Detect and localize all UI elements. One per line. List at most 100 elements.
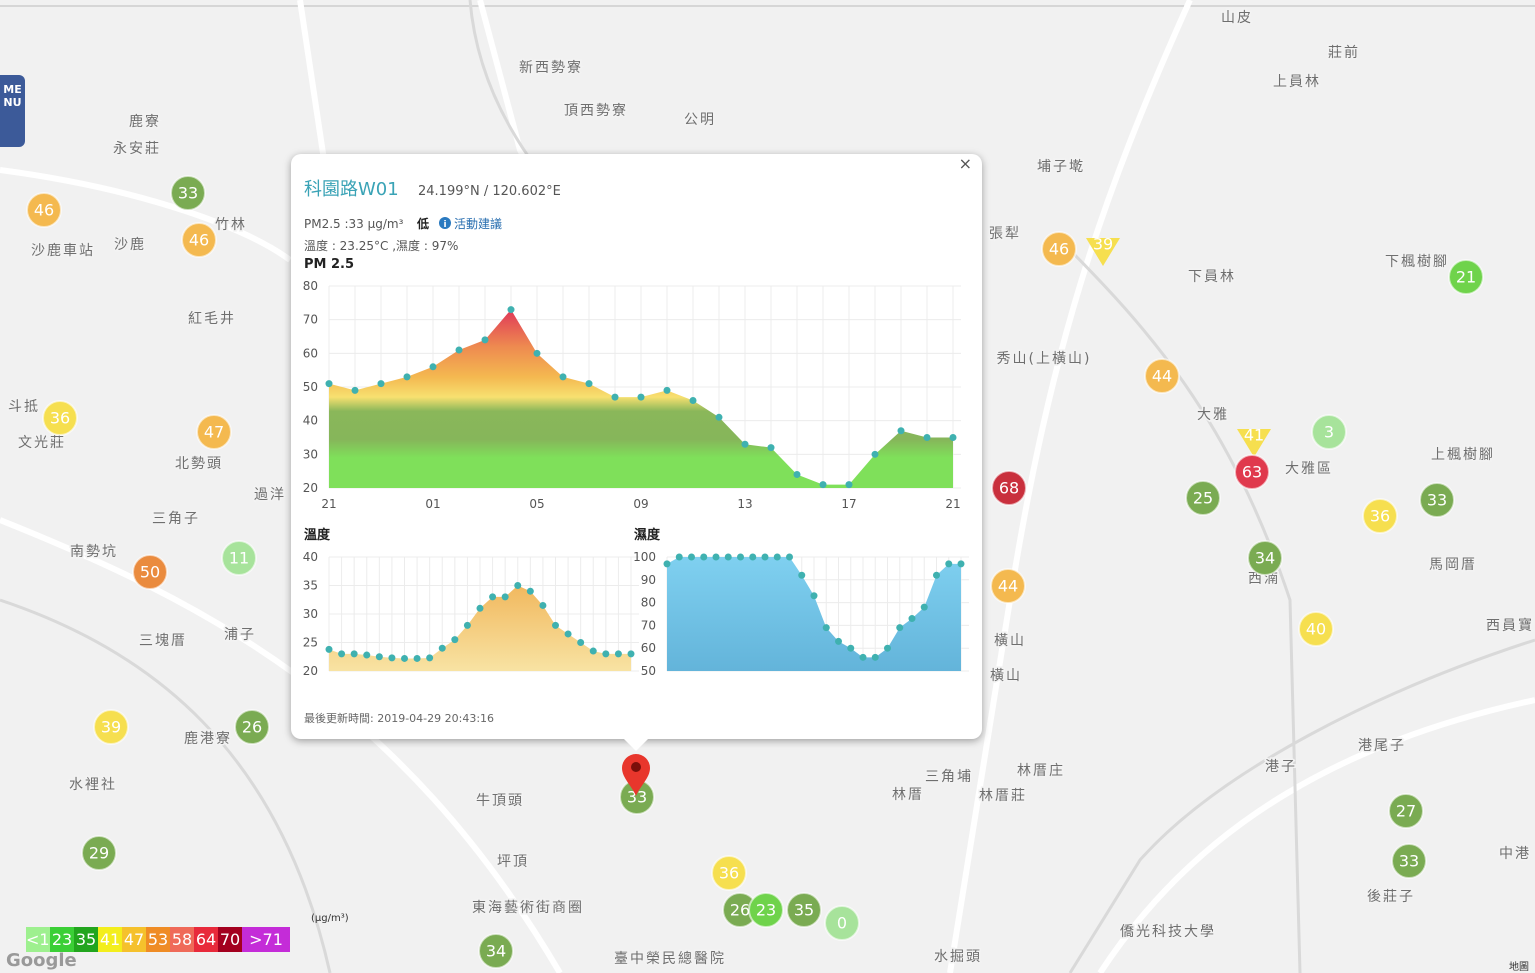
pm-level: 低 [416, 216, 429, 231]
station-marker[interactable]: 40 [1298, 611, 1334, 647]
marker-circle [196, 414, 232, 450]
place-label: 鹿寮 [129, 113, 161, 130]
data-point [741, 440, 749, 448]
station-marker[interactable]: 36 [42, 400, 78, 436]
place-label: 上員林 [1273, 74, 1321, 90]
place-label: 橫山 [994, 633, 1026, 649]
station-marker[interactable]: 46 [1041, 231, 1077, 267]
marker-circle [1234, 454, 1270, 490]
y-tick-label: 35 [303, 579, 318, 593]
place-label: 下楓樹腳 [1385, 254, 1449, 270]
place-label: 三角子 [152, 511, 200, 527]
marker-value: 21 [1456, 268, 1476, 287]
marker-value: 68 [999, 479, 1019, 498]
station-marker[interactable]: 39 [93, 709, 129, 745]
place-label: 北勢頭 [175, 456, 223, 472]
station-marker[interactable]: 63 [1234, 454, 1270, 490]
data-point [810, 592, 818, 600]
data-point [611, 393, 619, 401]
marker-value: 47 [204, 423, 224, 442]
marker-value: 36 [719, 864, 739, 883]
place-label: 紅毛井 [188, 311, 236, 327]
station-marker[interactable]: 46 [181, 222, 217, 258]
place-label: 東海藝術街商圈 [472, 900, 584, 916]
station-marker[interactable]: 44 [990, 568, 1026, 604]
station-marker[interactable]: 34 [1247, 540, 1283, 576]
y-tick-label: 70 [641, 618, 656, 632]
station-marker[interactable]: 46 [26, 192, 62, 228]
y-tick-label: 60 [303, 346, 318, 360]
station-marker[interactable]: 3 [1311, 414, 1347, 450]
station-marker[interactable]: 0 [824, 905, 860, 941]
data-point [637, 393, 645, 401]
close-button[interactable]: × [959, 154, 972, 173]
marker-value: 33 [627, 788, 647, 807]
place-label: 港子 [1265, 759, 1297, 775]
station-marker[interactable]: 36 [1362, 498, 1398, 534]
station-marker[interactable]: 36 [711, 855, 747, 891]
x-tick-label: 13 [737, 497, 752, 511]
station-marker[interactable]: 33 [1391, 843, 1427, 879]
marker-value: 33 [1427, 491, 1447, 510]
place-label: 僑光科技大學 [1120, 924, 1216, 940]
marker-value: 46 [189, 231, 209, 250]
station-marker[interactable]: 26 [234, 709, 270, 745]
place-label: 港尾子 [1358, 738, 1406, 754]
y-tick-label: 70 [303, 313, 318, 327]
data-point [675, 553, 683, 561]
station-marker[interactable]: 11 [221, 540, 257, 576]
marker-circle [1362, 498, 1398, 534]
marker-circle [234, 709, 270, 745]
data-point [896, 624, 904, 632]
place-label: 林厝庄 [1017, 762, 1065, 779]
data-point [949, 434, 957, 441]
marker-circle [221, 540, 257, 576]
y-tick-label: 40 [303, 550, 318, 564]
data-point [767, 444, 775, 452]
data-point [773, 553, 781, 561]
station-marker[interactable]: 44 [1144, 358, 1180, 394]
menu-button[interactable]: MENU [0, 75, 25, 147]
x-tick-label: 21 [321, 497, 336, 511]
data-point [489, 593, 497, 601]
station-marker[interactable]: 39 [1086, 235, 1120, 267]
data-point [859, 653, 867, 661]
station-marker[interactable]: 50 [132, 554, 168, 590]
station-marker[interactable]: 33 [1419, 482, 1455, 518]
station-marker[interactable]: 34 [478, 933, 514, 969]
marker-value: 26 [730, 901, 750, 920]
place-label: 臺中榮民總醫院 [614, 950, 726, 967]
station-title: 科園路W01 [304, 179, 399, 200]
data-point [700, 553, 708, 561]
marker-value: 39 [101, 718, 121, 737]
station-marker[interactable]: 68 [991, 470, 1027, 506]
station-marker[interactable]: 23 [748, 892, 784, 928]
advice-link[interactable]: 活動建議 [454, 217, 502, 231]
marker-value: 46 [34, 201, 54, 220]
place-label: 張犁 [989, 226, 1021, 242]
x-tick-label: 01 [425, 497, 440, 511]
legend-item: <11 [26, 927, 60, 952]
info-icon [439, 217, 451, 229]
station-marker[interactable]: 21 [1448, 259, 1484, 295]
data-point [377, 380, 385, 388]
station-marker[interactable]: 33 [170, 175, 206, 211]
place-label: 水掘頭 [934, 949, 982, 965]
station-marker[interactable]: 47 [196, 414, 232, 450]
marker-value: 34 [1255, 549, 1275, 568]
marker-value: 0 [837, 914, 847, 933]
place-label: 公明 [684, 112, 716, 128]
map-link[interactable]: 地圖 [1509, 962, 1529, 973]
place-label: 林厝 [892, 787, 924, 803]
station-marker[interactable]: 25 [1185, 480, 1221, 516]
data-point [539, 601, 547, 609]
marker-value: 40 [1306, 620, 1326, 639]
station-popup: × 科園路W01 24.199°N / 120.602°E PM2.5 :33 … [291, 154, 982, 751]
station-marker[interactable]: 41 [1237, 426, 1271, 458]
marker-value: 39 [1093, 235, 1113, 254]
station-marker[interactable]: 27 [1388, 793, 1424, 829]
station-marker[interactable]: 35 [786, 892, 822, 928]
marker-circle [991, 470, 1027, 506]
station-marker[interactable]: 33 [619, 779, 655, 815]
station-marker[interactable]: 29 [81, 835, 117, 871]
